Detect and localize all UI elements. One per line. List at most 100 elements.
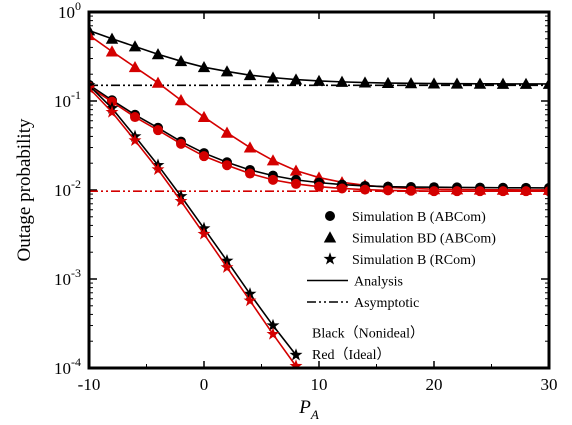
- data-point-triangle: [335, 75, 349, 87]
- data-point-star: [243, 287, 257, 300]
- series-black-star: [89, 78, 303, 361]
- data-point-circle: [130, 112, 140, 123]
- data-point-triangle: [128, 60, 142, 73]
- y-tick-base: 10: [54, 270, 71, 289]
- data-point-triangle: [381, 76, 395, 89]
- data-point-triangle: [105, 32, 119, 44]
- y-tick-base: 10: [54, 92, 71, 111]
- data-point-star: [128, 133, 142, 146]
- legend-label: Simulation B (RCom): [352, 253, 476, 268]
- data-point-triangle: [266, 154, 280, 166]
- series-black-triangle: [89, 24, 549, 89]
- data-point-triangle: [151, 48, 165, 60]
- data-point-triangle: [174, 94, 188, 106]
- legend-color-note: Red（Ideal）: [312, 347, 391, 363]
- y-axis-title: Outage probability: [14, 118, 35, 261]
- series-red-star: [89, 81, 303, 368]
- data-point-triangle: [404, 77, 418, 89]
- data-point-circle: [153, 125, 163, 136]
- data-point-triangle: [266, 71, 280, 83]
- data-point-star: [289, 348, 303, 361]
- data-point-triangle: [220, 65, 234, 77]
- legend-circle-icon: [325, 211, 335, 221]
- x-axis-title: PA: [298, 397, 319, 422]
- legend-item: Analysis: [307, 275, 403, 290]
- legend-star-icon: [323, 252, 337, 265]
- data-point-circle: [521, 186, 531, 197]
- data-point-star: [89, 81, 96, 94]
- legend-label: Analysis: [354, 275, 403, 290]
- data-point-star: [197, 227, 211, 240]
- data-point-circle: [337, 183, 347, 194]
- legend-color-note: Black（Nonideal）: [312, 326, 424, 342]
- data-point-triangle: [450, 77, 464, 89]
- plot-area: [89, 24, 549, 368]
- data-point-circle: [452, 186, 462, 197]
- series-line: [89, 87, 297, 367]
- data-point-triangle: [128, 40, 142, 52]
- data-point-star: [105, 105, 119, 118]
- data-point-circle: [475, 186, 485, 197]
- data-point-triangle: [174, 55, 188, 67]
- data-point-circle: [291, 178, 301, 189]
- data-point-triangle: [197, 60, 211, 73]
- data-point-star: [174, 194, 188, 207]
- y-tick-label: 10-1: [54, 88, 81, 111]
- data-point-triangle: [105, 45, 119, 57]
- y-tick-base: 10: [58, 3, 75, 22]
- y-tick-label: 10-4: [54, 355, 81, 378]
- data-point-circle: [406, 185, 416, 196]
- legend: Simulation B (ABCom) Simulation BD (ABCom…: [307, 210, 496, 363]
- y-tick-exponent: 0: [75, 0, 81, 13]
- legend-label: Simulation BD (ABCom): [352, 232, 496, 247]
- y-tick-base: 10: [54, 359, 71, 378]
- x-tick-label: 10: [311, 375, 328, 394]
- series-red-triangle: [89, 28, 549, 195]
- legend-item: Simulation B (ABCom): [325, 210, 486, 225]
- x-tick-label: 20: [426, 375, 443, 394]
- data-point-triangle: [427, 77, 441, 89]
- data-point-circle: [314, 181, 324, 192]
- legend-item: Asymptotic: [307, 296, 419, 311]
- data-point-triangle: [243, 141, 257, 153]
- data-point-circle: [268, 174, 278, 185]
- series-red-circle: [89, 81, 549, 197]
- y-tick-label: 10-2: [54, 177, 81, 200]
- data-point-star: [289, 359, 303, 368]
- y-tick-label: 100: [58, 0, 81, 22]
- data-point-triangle: [89, 28, 96, 41]
- y-tick-exponent: -1: [71, 88, 81, 102]
- y-tick-exponent: -4: [71, 355, 81, 369]
- y-tick-base: 10: [54, 181, 71, 200]
- data-point-triangle: [197, 110, 211, 123]
- data-point-star: [266, 327, 280, 340]
- data-point-star: [266, 318, 280, 332]
- data-point-star: [220, 260, 234, 273]
- legend-triangle-icon: [323, 231, 337, 243]
- data-point-triangle: [358, 76, 372, 88]
- data-point-circle: [360, 184, 370, 195]
- data-point-circle: [429, 186, 439, 197]
- legend-label: Simulation B (ABCom): [352, 210, 486, 225]
- x-tick-label: 30: [541, 375, 558, 394]
- data-point-triangle: [220, 126, 234, 138]
- data-point-triangle: [289, 164, 303, 176]
- data-point-triangle: [519, 77, 533, 89]
- data-point-triangle: [151, 76, 165, 88]
- x-tick-label: -10: [78, 375, 101, 394]
- data-point-triangle: [289, 73, 303, 85]
- series-line: [89, 84, 297, 356]
- y-tick-exponent: -3: [71, 266, 81, 280]
- y-tick-exponent: -2: [71, 177, 81, 191]
- data-point-triangle: [542, 77, 549, 89]
- data-point-triangle: [496, 77, 510, 89]
- data-point-triangle: [312, 74, 326, 86]
- data-point-circle: [383, 185, 393, 196]
- data-point-circle: [498, 186, 508, 197]
- data-point-triangle: [473, 77, 487, 89]
- y-tick-label: 10-3: [54, 266, 81, 289]
- plot-frame: [87, 10, 551, 370]
- data-point-circle: [222, 160, 232, 171]
